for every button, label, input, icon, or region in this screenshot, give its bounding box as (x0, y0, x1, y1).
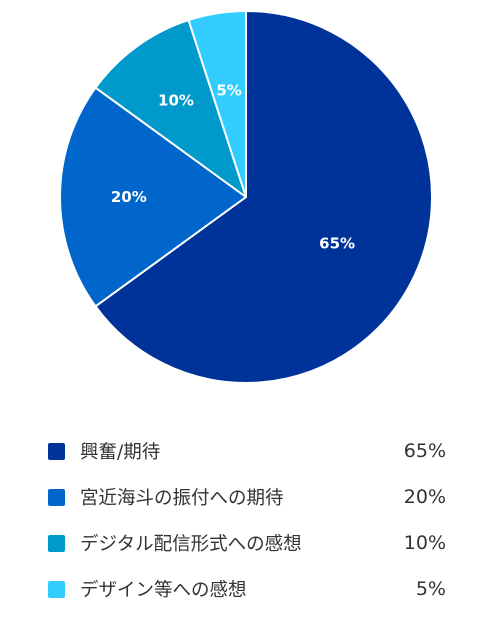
legend-label: デジタル配信形式への感想 (80, 534, 302, 555)
legend-value: 5% (415, 578, 446, 600)
legend-item-excitement: 興奮/期待 65% (48, 428, 448, 474)
pie-slice-label-2: 20% (111, 188, 147, 206)
pie-slice-4 (187, 10, 247, 198)
pie-slice-3 (94, 19, 247, 198)
legend-swatch (48, 534, 65, 552)
pie-slice-2 (59, 86, 247, 308)
legend-label: デザイン等への感想 (80, 580, 247, 601)
legend-swatch (48, 488, 65, 506)
legend-item-digital-format: デジタル配信形式への感想 10% (48, 520, 448, 566)
pie-slice-1 (94, 10, 433, 384)
legend-swatch (48, 442, 65, 460)
legend-value: 10% (403, 532, 446, 554)
legend-item-design: デザイン等への感想 5% (48, 566, 448, 612)
legend: 興奮/期待 65% 宮近海斗の振付への期待 20% デジタル配信形式への感想 1… (48, 428, 448, 612)
legend-value: 20% (403, 486, 446, 508)
pie-slice-labels: 65% 20% 10% 5% (111, 81, 355, 252)
legend-swatch (48, 580, 65, 598)
legend-item-choreography: 宮近海斗の振付への期待 20% (48, 474, 448, 520)
legend-value: 65% (403, 440, 446, 462)
pie-slice-label-4: 5% (216, 81, 241, 99)
legend-label: 興奮/期待 (80, 442, 161, 463)
pie-slice-label-1: 65% (319, 234, 355, 252)
pie-chart: 65% 20% 10% 5% (59, 10, 433, 384)
pie-slice-label-3: 10% (158, 92, 194, 110)
pie-slices (59, 10, 433, 384)
legend-label: 宮近海斗の振付への期待 (80, 488, 284, 509)
